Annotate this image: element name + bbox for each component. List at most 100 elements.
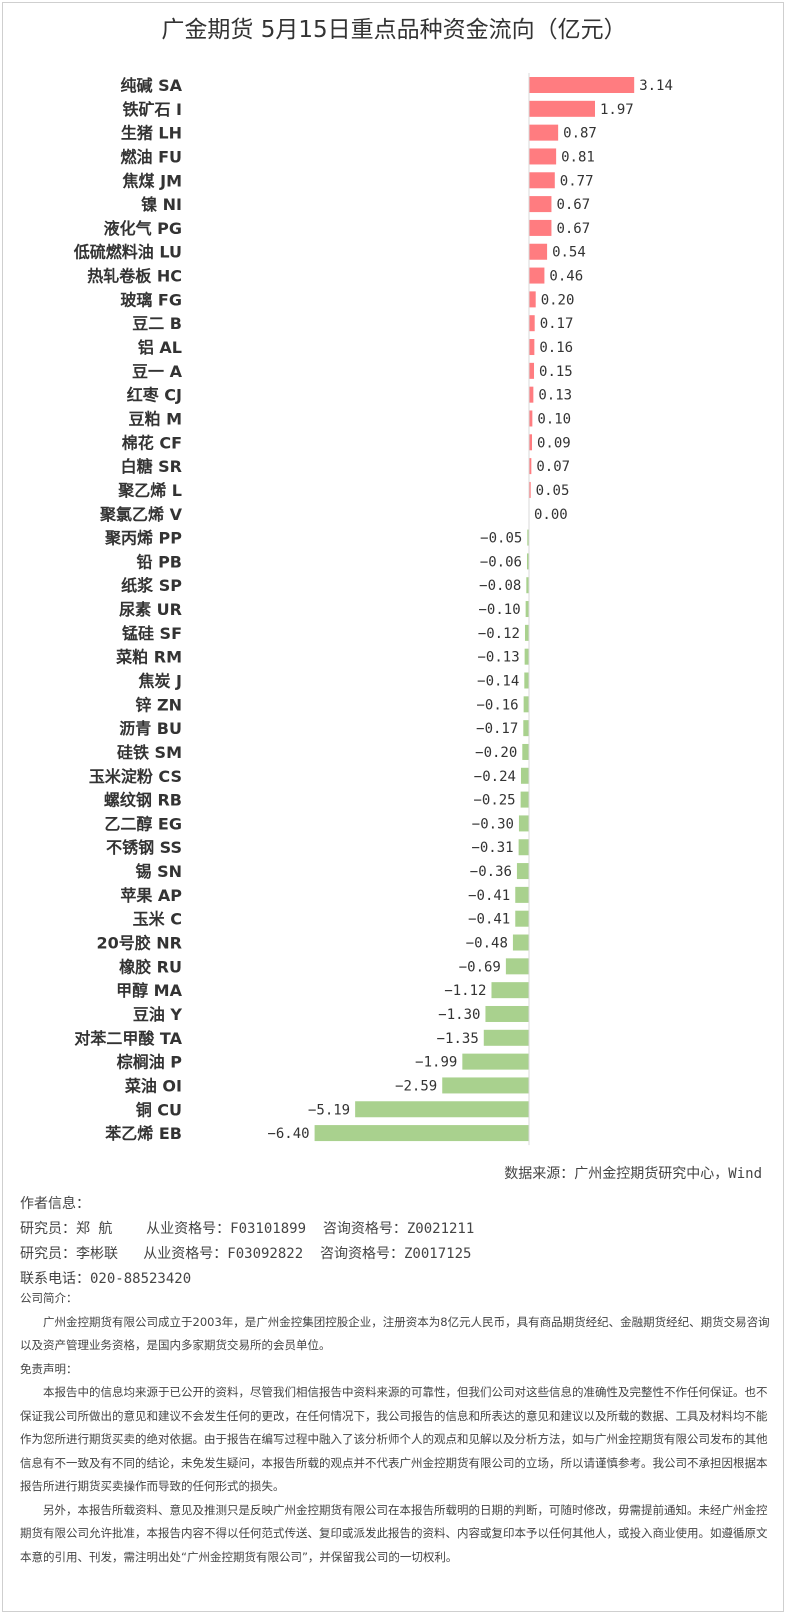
category-label: 纸浆 SP [121, 576, 182, 595]
value-label: 0.15 [539, 364, 573, 380]
category-label: 甲醇 MA [116, 981, 182, 1000]
value-label: −0.30 [472, 816, 514, 832]
value-label: 0.05 [536, 483, 570, 499]
value-label: 0.46 [549, 269, 583, 285]
value-label: −1.99 [415, 1055, 457, 1071]
category-label: 低硫燃料油 LU [73, 243, 182, 262]
value-label: −0.36 [470, 864, 512, 880]
bar [527, 529, 529, 546]
value-label: −0.24 [474, 769, 516, 785]
bar-chart: 纯碱 SA 3.14 铁矿石 I 1.97 生猪 LH 0.87 燃油 FU 0.81 焦煤 J… [73, 73, 673, 1146]
bar [529, 267, 545, 284]
value-label: −0.13 [477, 650, 519, 666]
bar [515, 910, 529, 927]
bar [529, 458, 532, 475]
value-label: 0.81 [561, 149, 595, 165]
category-label: 铅 PB [137, 552, 183, 571]
bar [524, 624, 529, 641]
value-label: −0.08 [479, 578, 521, 594]
bar [485, 1005, 529, 1022]
category-label: 镍 NI [141, 195, 182, 214]
value-label: 0.16 [539, 340, 573, 356]
category-label: 液化气 PG [104, 219, 182, 238]
category-label: 白糖 SR [121, 457, 182, 476]
value-label: 0.67 [556, 197, 590, 213]
category-label: 聚丙烯 PP [104, 529, 182, 548]
bar [483, 1029, 529, 1046]
category-label: 锰硅 SF [122, 624, 182, 643]
bar [529, 172, 555, 189]
value-label: −6.40 [267, 1126, 309, 1142]
category-label: 锡 SN [136, 862, 183, 881]
value-label: 0.67 [556, 221, 590, 237]
value-label: −0.41 [468, 888, 510, 904]
category-label: 对苯二甲酸 TA [74, 1029, 182, 1048]
category-label: 热轧卷板 HC [87, 267, 182, 286]
bar [529, 124, 559, 141]
value-label: −1.12 [444, 983, 486, 999]
category-label: 生猪 LH [121, 124, 182, 143]
value-label: 0.13 [538, 388, 572, 404]
bar [512, 934, 529, 951]
category-label: 纯碱 SA [121, 76, 183, 95]
author-line-2: 研究员：李彬联 从业资格号：F03092822 咨询资格号：Z0017125 [20, 1246, 472, 1262]
bar [520, 791, 529, 808]
bar [529, 434, 533, 451]
value-label: 0.20 [541, 292, 575, 308]
bar [529, 481, 531, 498]
bar [529, 100, 595, 117]
bar [529, 291, 536, 308]
bar [529, 410, 533, 427]
category-label: 豆油 Y [133, 1005, 183, 1024]
category-label: 玉米 C [133, 910, 182, 929]
bar [529, 315, 535, 332]
value-label: −0.10 [478, 602, 520, 618]
value-label: −0.06 [480, 554, 522, 570]
value-label: 0.07 [536, 459, 570, 475]
bar [520, 767, 529, 784]
category-label: 硅铁 SM [117, 743, 182, 762]
category-label: 20号胶 NR [96, 934, 182, 953]
value-label: −0.48 [466, 936, 508, 952]
bar [529, 219, 552, 236]
value-label: 0.10 [537, 411, 571, 427]
category-label: 玻璃 FG [120, 290, 182, 309]
bar [523, 720, 529, 737]
disclaimer-p2: 另外，本报告所载资料、意见及推测只是反映广州金控期货有限公司在本报告所载明的日期… [20, 1502, 768, 1564]
bar [529, 196, 552, 213]
bar [523, 696, 529, 713]
category-label: 燃油 FU [121, 147, 183, 166]
category-label: 沥青 BU [119, 719, 182, 738]
value-label: 0.00 [534, 507, 568, 523]
category-label: 菜油 OI [124, 1076, 182, 1095]
value-label: 0.17 [540, 316, 574, 332]
bar [529, 339, 535, 356]
value-label: −0.41 [468, 912, 510, 928]
value-label: −0.05 [480, 531, 522, 547]
bar [526, 577, 529, 594]
author-line-1: 研究员：郑 航 从业资格号：F03101899 咨询资格号：Z0021211 [20, 1221, 475, 1237]
value-label: −1.30 [438, 1007, 480, 1023]
value-label: 0.87 [563, 126, 597, 142]
category-label: 豆粕 M [129, 409, 183, 428]
category-label: 焦炭 J [137, 672, 182, 691]
company-heading: 公司简介： [20, 1291, 78, 1305]
category-label: 棉花 CF [122, 433, 182, 452]
bar [505, 958, 529, 975]
bar [525, 601, 529, 618]
category-label: 棕榈油 P [117, 1053, 183, 1072]
value-label: −2.59 [395, 1078, 437, 1094]
category-label: 橡胶 RU [119, 957, 182, 976]
value-label: −0.69 [459, 959, 501, 975]
value-label: −1.35 [437, 1031, 479, 1047]
bar [491, 982, 529, 999]
author-heading: 作者信息： [20, 1196, 90, 1212]
value-label: −0.12 [478, 626, 520, 642]
value-label: −0.17 [476, 721, 518, 737]
category-label: 聚氯乙烯 V [99, 505, 183, 524]
bar [442, 1077, 529, 1094]
bar [515, 886, 529, 903]
data-source: 数据来源：广州金控期货研究中心，Wind [504, 1166, 762, 1182]
bar [529, 148, 557, 165]
category-label: 红枣 CJ [127, 386, 182, 405]
